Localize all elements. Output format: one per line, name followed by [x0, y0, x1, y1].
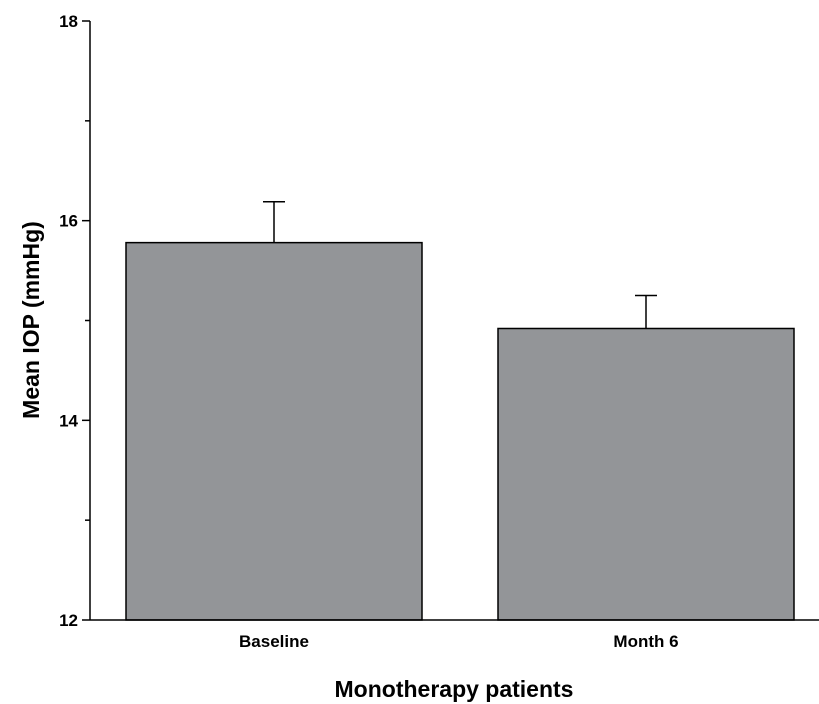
y-tick-label: 16 — [59, 212, 78, 231]
bars-layer — [125, 241, 795, 621]
y-ticks-layer: 12 14 16 18 — [59, 12, 90, 630]
category-label: Baseline — [239, 632, 309, 651]
bar-month-6 — [497, 327, 795, 621]
x-axis-title: Monotherapy patients — [335, 676, 574, 702]
x-category-labels: Baseline Month 6 — [239, 632, 679, 651]
y-tick-label: 14 — [59, 411, 78, 430]
bar-baseline — [125, 241, 423, 621]
y-axis-title: Mean IOP (mmHg) — [18, 221, 44, 419]
y-tick-label: 18 — [59, 12, 78, 31]
error-bars-layer — [263, 200, 657, 329]
category-label: Month 6 — [613, 632, 678, 651]
y-tick-label: 12 — [59, 611, 78, 630]
